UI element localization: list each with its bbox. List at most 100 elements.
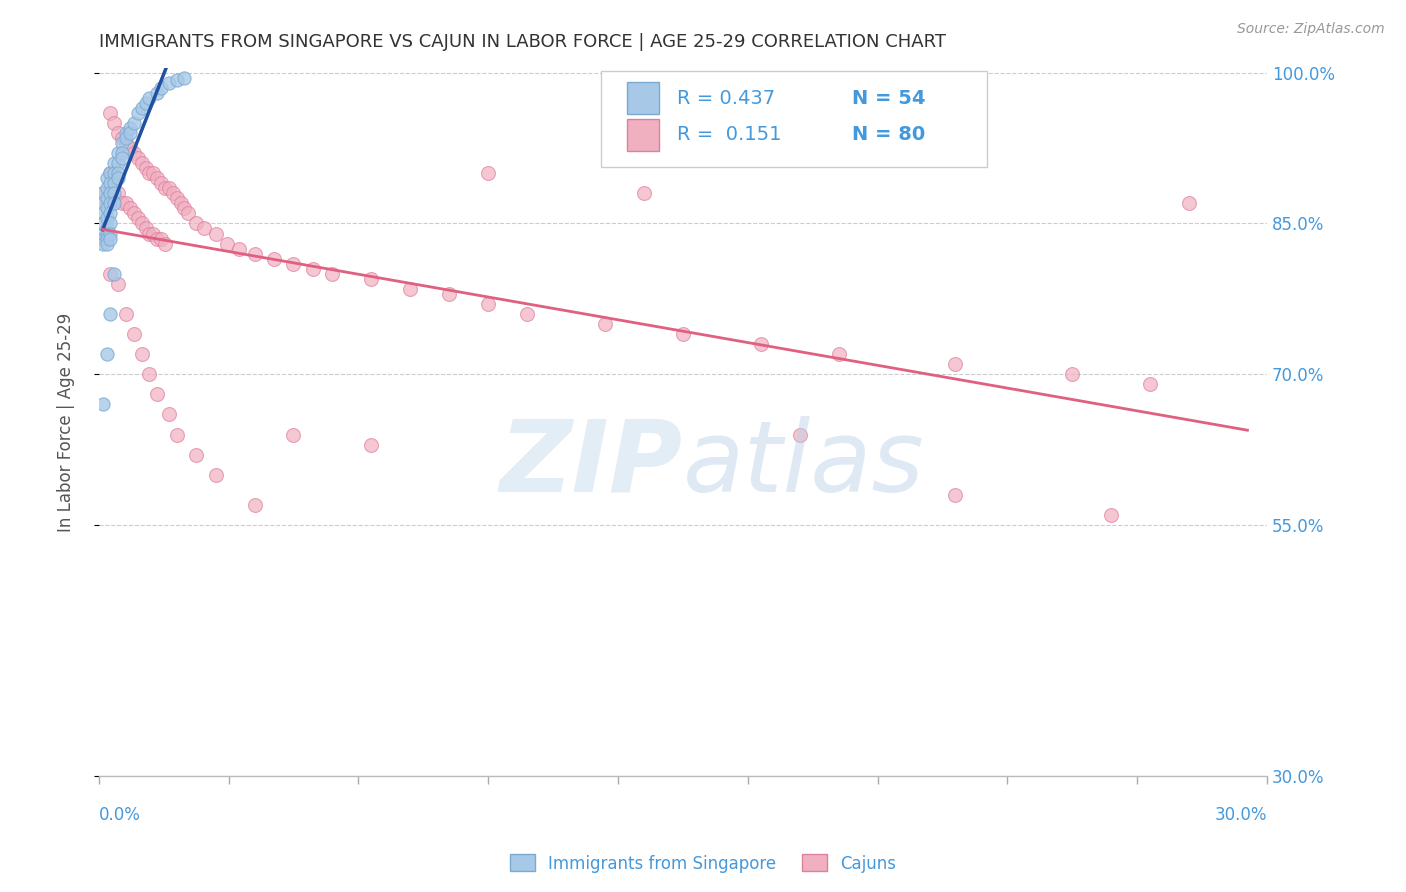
Point	[243, 246, 266, 260]
Text: 30.0%: 30.0%	[1215, 806, 1267, 824]
Point	[1139, 377, 1161, 392]
Point	[91, 236, 114, 251]
Point	[243, 498, 266, 512]
Text: atlas: atlas	[683, 416, 925, 513]
Point	[399, 282, 422, 296]
Point	[100, 267, 122, 281]
Point	[96, 211, 118, 226]
Point	[100, 227, 122, 241]
Point	[169, 196, 191, 211]
Point	[263, 252, 285, 266]
Point	[111, 151, 134, 165]
Point	[96, 227, 118, 241]
FancyBboxPatch shape	[602, 71, 987, 167]
Point	[204, 467, 226, 482]
Legend: Immigrants from Singapore, Cajuns: Immigrants from Singapore, Cajuns	[503, 847, 903, 880]
Point	[111, 131, 134, 145]
Point	[118, 120, 141, 135]
Point	[193, 221, 215, 235]
Point	[91, 186, 114, 201]
Text: N = 80: N = 80	[852, 126, 925, 145]
Point	[107, 186, 129, 201]
Text: R = 0.437: R = 0.437	[678, 88, 775, 108]
Point	[91, 397, 114, 411]
Point	[945, 357, 967, 371]
Point	[131, 217, 153, 231]
Point	[96, 191, 118, 205]
Point	[142, 227, 165, 241]
Text: R =  0.151: R = 0.151	[678, 126, 782, 145]
Point	[360, 437, 382, 451]
Text: 0.0%: 0.0%	[98, 806, 141, 824]
Point	[100, 166, 122, 180]
Point	[150, 176, 173, 190]
Point	[184, 217, 207, 231]
Point	[166, 72, 188, 87]
Point	[184, 448, 207, 462]
Point	[107, 277, 129, 291]
Point	[217, 236, 239, 251]
Point	[146, 171, 169, 186]
Point	[122, 146, 145, 161]
Point	[157, 408, 180, 422]
Point	[228, 242, 250, 256]
Point	[138, 166, 160, 180]
Point	[103, 156, 125, 170]
Text: ZIP: ZIP	[501, 416, 683, 513]
Point	[96, 231, 118, 245]
Point	[100, 206, 122, 220]
Point	[115, 307, 138, 321]
Point	[134, 161, 156, 176]
Point	[138, 368, 160, 382]
Point	[103, 176, 125, 190]
Point	[111, 136, 134, 150]
Point	[96, 236, 118, 251]
Point	[91, 231, 114, 245]
Point	[107, 126, 129, 140]
Point	[115, 131, 138, 145]
Point	[111, 146, 134, 161]
Point	[131, 156, 153, 170]
Point	[150, 231, 173, 245]
Point	[593, 317, 616, 331]
Bar	[627, 82, 659, 114]
Point	[162, 186, 184, 201]
Point	[131, 101, 153, 115]
Point	[166, 427, 188, 442]
Point	[142, 166, 165, 180]
Point	[91, 206, 114, 220]
Point	[100, 231, 122, 245]
Point	[945, 488, 967, 502]
Point	[103, 166, 125, 180]
Point	[103, 116, 125, 130]
Point	[103, 196, 125, 211]
Point	[153, 236, 176, 251]
Point	[477, 297, 499, 311]
Point	[111, 196, 134, 211]
Point	[146, 86, 169, 100]
Point	[127, 151, 149, 165]
Point	[122, 206, 145, 220]
Point	[138, 227, 160, 241]
Point	[91, 217, 114, 231]
Point	[157, 76, 180, 90]
Point	[477, 166, 499, 180]
Point	[100, 217, 122, 231]
Point	[115, 136, 138, 150]
Point	[122, 116, 145, 130]
Point	[516, 307, 538, 321]
Point	[150, 80, 173, 95]
Point	[204, 227, 226, 241]
Text: IMMIGRANTS FROM SINGAPORE VS CAJUN IN LABOR FORCE | AGE 25-29 CORRELATION CHART: IMMIGRANTS FROM SINGAPORE VS CAJUN IN LA…	[98, 33, 946, 51]
Point	[107, 156, 129, 170]
Text: N = 54: N = 54	[852, 88, 925, 108]
Point	[283, 427, 305, 442]
Point	[107, 166, 129, 180]
Point	[115, 196, 138, 211]
Point	[138, 91, 160, 105]
Point	[321, 267, 343, 281]
Point	[146, 231, 169, 245]
Point	[96, 202, 118, 216]
Point	[749, 337, 772, 351]
Point	[96, 171, 118, 186]
